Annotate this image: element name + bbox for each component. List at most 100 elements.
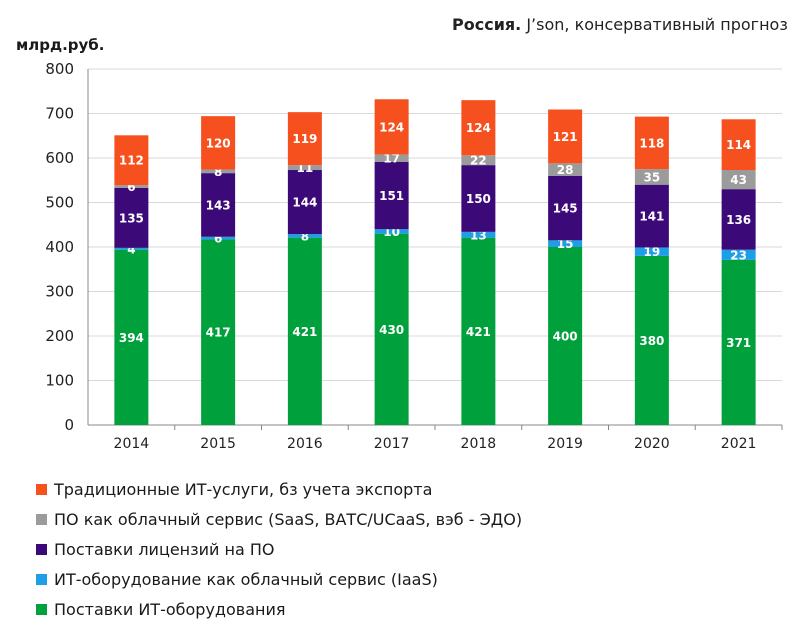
data-label: 150 [466,192,491,206]
data-label: 112 [119,154,144,168]
bar-segment [634,184,669,248]
bar-segment [721,249,756,260]
data-label: 43 [730,173,747,187]
legend-swatch [36,603,47,615]
y-tick-label: 0 [64,416,74,434]
legend-label: Традиционные ИТ-услуги, бз учета экспорт… [54,479,433,499]
legend-swatch [36,483,47,495]
legend-swatch [36,543,47,555]
data-label: 120 [206,136,231,150]
legend-item: Традиционные ИТ-услуги, бз учета экспорт… [36,474,522,504]
bar-segment [114,135,149,186]
bar-segment [287,234,322,238]
y-tick-label: 500 [45,194,74,212]
bar-segment [201,239,236,425]
data-label: 15 [557,237,574,251]
bar-segment [721,170,756,190]
bar-segment [461,165,496,232]
legend-item: ИТ-оборудование как облачный сервис (Iaa… [36,564,522,594]
data-label: 8 [301,229,309,243]
chart-title-rest: J’son, консервативный прогноз [521,15,788,34]
data-label: 380 [639,334,664,348]
y-tick-label: 400 [45,238,74,256]
bar-segment [114,249,149,425]
data-label: 400 [553,330,578,344]
data-label: 144 [292,196,317,210]
bar-segment [287,170,322,235]
data-label: 17 [383,152,400,166]
bar-segment [721,189,756,250]
bar-segment [287,165,322,171]
data-label: 430 [379,323,404,337]
bar-segment [634,247,669,256]
bar-segment [634,169,669,185]
bar-segment [201,169,236,174]
legend: Традиционные ИТ-услуги, бз учета экспорт… [36,474,522,624]
legend-item: ПО как облачный сервис (SaaS, ВАТС/UCaaS… [36,504,522,534]
data-label: 19 [644,245,661,259]
data-label: 421 [292,325,317,339]
bar-segment [548,240,583,247]
bar-segment [374,229,409,234]
bar-segment [114,187,149,248]
data-label: 35 [644,170,661,184]
legend-label: Поставки лицензий на ПО [54,539,275,559]
bar-segment [461,237,496,425]
y-axis-label: млрд.руб. [16,36,105,54]
data-label: 143 [206,198,231,212]
bar-segment [114,185,149,188]
x-tick-label: 2015 [200,436,236,452]
data-label: 6 [214,232,222,246]
bar-segment [201,173,236,237]
chart-title: Россия. J’son, консервативный прогноз [452,14,792,36]
x-tick-label: 2018 [461,436,497,452]
bar-segment [461,100,496,156]
data-label: 124 [379,120,404,134]
bar-segment [721,259,756,425]
legend-label: ПО как облачный сервис (SaaS, ВАТС/UCaaS… [54,509,523,529]
legend-item: Поставки ИТ-оборудования [36,594,522,624]
data-label: 114 [726,138,751,152]
data-label: 118 [639,136,664,150]
data-label: 145 [553,202,578,216]
legend-label: Поставки ИТ-оборудования [54,599,286,619]
data-label: 135 [119,211,144,225]
bar-segment [548,175,583,241]
data-label: 119 [292,132,317,146]
x-tick-label: 2016 [287,436,323,452]
x-tick-label: 2017 [374,436,410,452]
bar-segment [374,154,409,163]
bar-segment [114,247,149,250]
bar-segment [201,236,236,240]
data-label: 6 [127,180,135,194]
data-label: 417 [206,326,231,340]
x-tick-label: 2014 [114,436,150,452]
bar-segment [721,119,756,171]
y-tick-label: 100 [45,372,74,390]
data-label: 136 [726,213,751,227]
data-label: 141 [639,210,664,224]
data-label: 28 [557,163,574,177]
y-tick-label: 300 [45,283,74,301]
data-label: 121 [553,130,578,144]
bar-segment [634,255,669,425]
data-label: 4 [127,242,135,256]
bar-segment [287,237,322,425]
data-label: 22 [470,154,487,168]
data-label: 23 [730,248,747,262]
data-label: 8 [214,165,222,179]
data-label: 394 [119,331,144,345]
bar-segment [287,112,322,166]
y-tick-label: 800 [45,60,74,78]
bar-segment [461,231,496,238]
legend-item: Поставки лицензий на ПО [36,534,522,564]
bar-segment [548,109,583,164]
legend-swatch [36,573,47,585]
y-tick-label: 200 [45,327,74,345]
bar-segment [461,155,496,166]
y-tick-label: 600 [45,149,74,167]
bar-segment [374,162,409,230]
legend-label: ИТ-оборудование как облачный сервис (Iaa… [54,569,438,589]
bar-segment [374,99,409,155]
data-label: 124 [466,121,491,135]
